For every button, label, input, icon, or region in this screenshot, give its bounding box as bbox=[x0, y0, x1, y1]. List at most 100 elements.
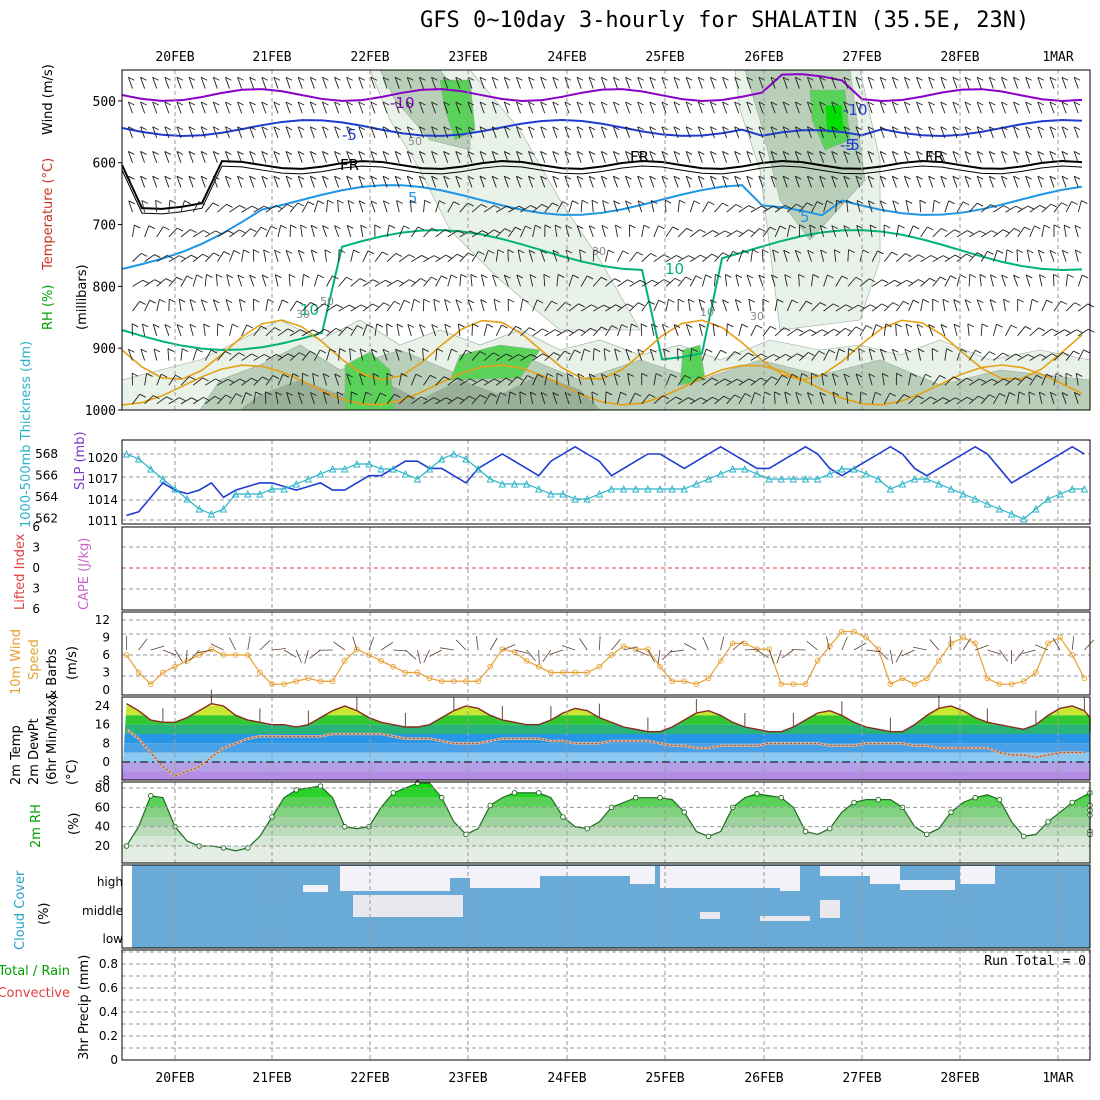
wind-barb-flag bbox=[525, 225, 532, 230]
wind-barb-flag bbox=[677, 348, 684, 352]
wind-barb bbox=[556, 274, 559, 287]
wind-barb-flag bbox=[819, 175, 826, 180]
thickness-line-point bbox=[850, 464, 858, 473]
wind-barb-flag bbox=[1017, 298, 1024, 303]
wind10-point bbox=[123, 652, 130, 658]
wind-barb bbox=[774, 375, 783, 386]
wind-barb-flag bbox=[722, 175, 729, 180]
wind-barb-flag bbox=[152, 76, 159, 81]
wind-barb bbox=[1005, 377, 1016, 386]
wind-barb-flag bbox=[754, 392, 761, 396]
wind10-point bbox=[645, 646, 651, 653]
wind-barb bbox=[483, 205, 495, 213]
wind-barb-flag bbox=[1063, 224, 1071, 229]
wind10-barb bbox=[283, 649, 297, 658]
rh-shading-dark bbox=[239, 374, 601, 411]
wind-barb bbox=[964, 151, 970, 163]
wind-barb bbox=[265, 299, 269, 312]
wind-barb-flag bbox=[273, 151, 281, 155]
wind-barb bbox=[714, 395, 725, 405]
wind-barb-flag bbox=[782, 76, 790, 81]
wind-barb-flag bbox=[516, 376, 524, 381]
wind-barb-flag bbox=[614, 278, 621, 283]
wind-barb bbox=[322, 373, 327, 386]
wind-barb bbox=[470, 274, 473, 287]
wind-barb bbox=[750, 353, 762, 361]
wind-barb bbox=[447, 396, 459, 405]
wind-barb-flag bbox=[540, 101, 547, 106]
wind-barb-flag bbox=[930, 255, 938, 259]
wind-barb-flag bbox=[816, 201, 824, 205]
wind-barb-flag bbox=[395, 253, 403, 257]
wind-barb-flag bbox=[1061, 392, 1069, 396]
wind-barb-flag bbox=[518, 205, 525, 210]
wind-barb-flag bbox=[488, 249, 495, 254]
wind-barb-flag bbox=[748, 205, 755, 209]
wind-barb bbox=[156, 373, 162, 386]
wind-barb-flag bbox=[939, 276, 947, 281]
wind-barb bbox=[847, 326, 857, 337]
wind-barb bbox=[532, 203, 542, 213]
wind10-point bbox=[742, 640, 748, 647]
wind-barb-flag bbox=[572, 200, 579, 205]
wind-barb-flag bbox=[457, 396, 465, 401]
wind-barb-flag bbox=[673, 175, 681, 180]
wind-barb-flag bbox=[698, 376, 705, 381]
wind-barb bbox=[362, 324, 368, 336]
wind-barb bbox=[685, 77, 691, 89]
y-label-part: RH (%) bbox=[41, 285, 56, 330]
wind-barb-flag bbox=[608, 249, 615, 254]
wind-barb-flag bbox=[166, 396, 173, 401]
wind-barb bbox=[394, 101, 400, 114]
wind-barb bbox=[858, 348, 861, 361]
wind-barb bbox=[275, 391, 279, 404]
wind-barb bbox=[423, 276, 432, 287]
wind-barb-flag bbox=[843, 101, 850, 106]
wind-barb-flag bbox=[572, 274, 579, 279]
wind-barb bbox=[410, 373, 417, 386]
wind-barb bbox=[665, 278, 676, 287]
thickness-line-point bbox=[619, 484, 628, 493]
wind-barb bbox=[968, 202, 978, 213]
wind-barb bbox=[1017, 205, 1029, 213]
wind-barb-flag bbox=[455, 76, 462, 81]
wind-barb-flag bbox=[297, 151, 305, 155]
wind-barb-flag bbox=[546, 373, 554, 377]
wind10-barb bbox=[304, 649, 309, 664]
wind-barb-flag bbox=[233, 250, 240, 254]
wind-barb-flag bbox=[370, 200, 378, 205]
wind-barb-flag bbox=[420, 396, 428, 401]
wind10-barb bbox=[295, 649, 302, 664]
wind-barb-flag bbox=[928, 76, 935, 81]
wind-barb-flag bbox=[413, 298, 421, 303]
wind-barb bbox=[321, 101, 327, 114]
wind-barb-flag bbox=[346, 326, 353, 331]
wind-barb bbox=[685, 324, 691, 336]
wind10-point bbox=[911, 681, 918, 688]
wind-barb-flag bbox=[394, 76, 402, 81]
wind-barb-flag bbox=[1038, 249, 1045, 254]
wind-barb bbox=[1077, 200, 1082, 213]
wind-barb bbox=[1001, 274, 1006, 287]
wind-barb bbox=[1017, 326, 1026, 337]
wind-barb-flag bbox=[649, 175, 656, 180]
wind10-barb bbox=[611, 639, 621, 651]
wind-barb-flag bbox=[529, 274, 537, 279]
wind-barb bbox=[314, 328, 325, 337]
wind-barb bbox=[722, 299, 728, 312]
wind-barb bbox=[467, 151, 473, 163]
wind-barb-flag bbox=[506, 205, 513, 210]
wind-barb bbox=[241, 324, 248, 337]
wind-barb bbox=[649, 77, 655, 89]
wind10-barb bbox=[623, 646, 638, 651]
wind-barb bbox=[784, 391, 788, 404]
wind-barb bbox=[493, 299, 497, 312]
wind-barb bbox=[1061, 250, 1067, 262]
wind-barb bbox=[338, 326, 348, 337]
wind-barb bbox=[529, 274, 534, 287]
wind-barb bbox=[540, 101, 546, 114]
date-label-top: 28FEB bbox=[940, 50, 979, 65]
wind-barb bbox=[253, 354, 265, 361]
wind-barb-flag bbox=[480, 204, 488, 208]
thickness-line-point bbox=[765, 474, 773, 483]
